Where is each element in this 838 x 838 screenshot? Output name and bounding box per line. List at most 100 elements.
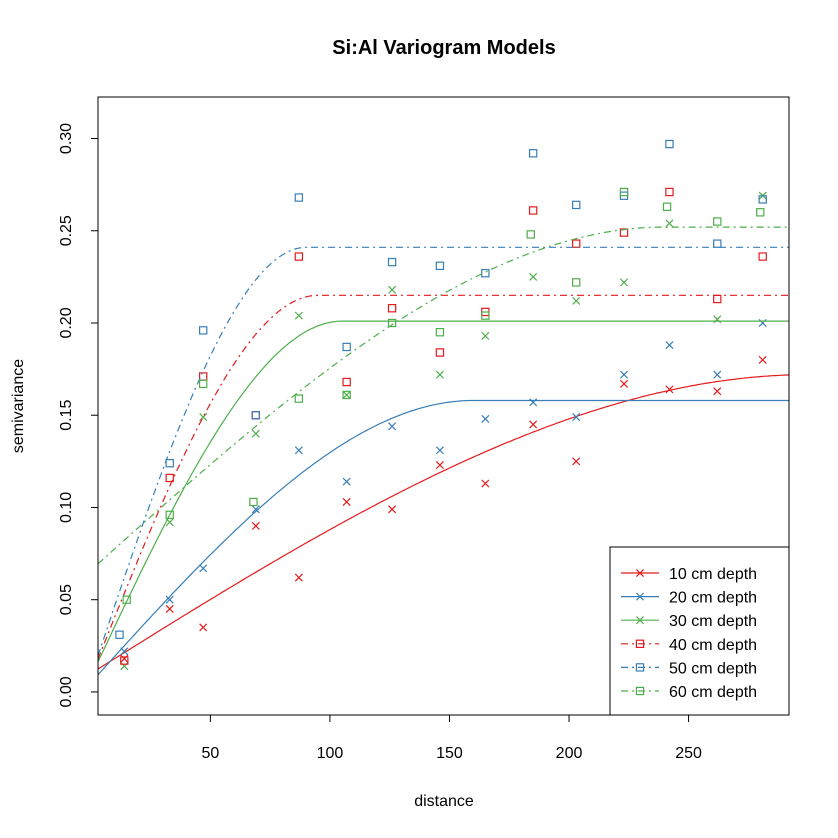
- plot-area: [98, 139, 789, 676]
- data-point: [713, 315, 722, 324]
- data-point: [388, 285, 397, 294]
- x-tick-label: 100: [317, 745, 344, 762]
- data-point: [294, 446, 303, 455]
- data-point: [165, 604, 174, 613]
- data-point: [342, 497, 351, 506]
- data-point: [387, 318, 397, 328]
- data-point: [435, 461, 444, 470]
- data-point: [294, 394, 304, 403]
- data-point: [388, 422, 397, 431]
- series-model-line: [98, 399, 789, 676]
- data-point: [572, 278, 581, 287]
- data-point: [665, 341, 674, 350]
- data-point: [120, 656, 129, 665]
- data-point: [713, 217, 722, 226]
- data-point: [572, 296, 581, 305]
- series-model-line: [98, 294, 789, 660]
- legend-label: 10 cm depth: [669, 566, 757, 583]
- data-point: [199, 564, 208, 573]
- y-tick-label: 0.25: [58, 215, 75, 246]
- data-point: [342, 477, 351, 486]
- data-point: [294, 573, 303, 582]
- legend-label: 60 cm depth: [669, 684, 757, 701]
- data-point: [199, 413, 208, 422]
- data-point: [435, 328, 445, 337]
- data-point: [713, 294, 722, 304]
- data-point: [713, 387, 722, 396]
- series-model-line: [98, 226, 789, 565]
- data-point: [572, 200, 581, 210]
- data-point: [481, 414, 490, 423]
- data-point: [388, 505, 397, 514]
- data-point: [756, 208, 765, 217]
- legend-marker: [635, 639, 645, 649]
- x-tick-label: 250: [675, 745, 702, 762]
- data-point: [342, 390, 351, 399]
- legend-label: 40 cm depth: [669, 637, 757, 654]
- data-point: [435, 370, 444, 379]
- data-point: [526, 230, 535, 239]
- data-point: [529, 420, 538, 429]
- data-point: [572, 413, 581, 422]
- data-point: [387, 257, 397, 267]
- data-point: [251, 505, 260, 514]
- series-model-line: [98, 374, 789, 670]
- data-point: [294, 193, 304, 202]
- series-3: [98, 191, 789, 671]
- data-point: [528, 206, 538, 215]
- series-model-line: [98, 320, 789, 663]
- data-point: [342, 377, 351, 387]
- data-point: [665, 385, 674, 394]
- data-point: [435, 348, 445, 357]
- data-point: [481, 268, 490, 278]
- y-tick-label: 0.30: [58, 123, 75, 154]
- data-point: [165, 510, 174, 520]
- data-point: [481, 331, 490, 340]
- legend-label: 30 cm depth: [669, 613, 757, 630]
- series-6: [98, 187, 789, 604]
- x-tick-label: 50: [201, 745, 219, 762]
- legend-label: 20 cm depth: [669, 590, 757, 607]
- data-point: [435, 261, 445, 270]
- data-point: [528, 149, 538, 158]
- x-axis-label: distance: [414, 793, 474, 810]
- data-point: [120, 654, 129, 663]
- data-point: [619, 278, 629, 287]
- data-point: [619, 379, 629, 388]
- data-point: [294, 311, 303, 320]
- y-tick-label: 0.20: [58, 307, 75, 338]
- legend-marker: [635, 592, 645, 601]
- data-point: [199, 372, 208, 381]
- data-point: [713, 239, 722, 248]
- legend-marker: [635, 663, 645, 672]
- data-point: [758, 318, 767, 328]
- data-point: [713, 370, 722, 379]
- data-point: [249, 497, 258, 507]
- data-point: [619, 370, 629, 379]
- data-point: [529, 272, 538, 281]
- y-axis: 0.00 0.05 0.10 0.15 0.20 0.25 0.30: [58, 123, 99, 708]
- data-point: [251, 521, 260, 530]
- data-point: [387, 304, 397, 313]
- data-point: [199, 379, 208, 389]
- chart-title: Si:Al Variogram Models: [332, 37, 555, 59]
- series-model-line: [98, 246, 789, 656]
- y-tick-label: 0.10: [58, 492, 75, 523]
- data-point: [294, 252, 304, 261]
- data-point: [758, 355, 767, 364]
- data-point: [165, 595, 174, 604]
- y-tick-label: 0.05: [58, 584, 75, 615]
- x-axis: 50 100 150 200 250: [201, 714, 702, 762]
- legend: 10 cm depth 20 cm depth 30 cm depth 40 cm d…: [609, 546, 790, 716]
- data-point: [342, 390, 351, 400]
- data-point: [619, 228, 629, 237]
- data-point: [251, 411, 261, 420]
- data-point: [165, 473, 174, 483]
- legend-label: 50 cm depth: [669, 660, 757, 677]
- data-point: [122, 595, 131, 604]
- data-point: [251, 411, 261, 420]
- legend-marker: [635, 686, 645, 696]
- data-point: [758, 195, 767, 204]
- data-point: [662, 202, 672, 211]
